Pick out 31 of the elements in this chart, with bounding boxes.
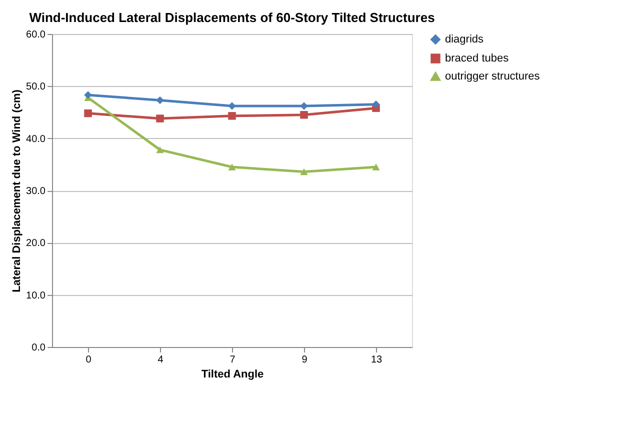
point xyxy=(372,100,380,108)
y-axis-title: Lateral Displacement due to Wind (cm) xyxy=(11,89,24,292)
y-tick-label: 30.0 xyxy=(26,186,46,197)
legend-label: braced tubes xyxy=(445,52,510,64)
x-tick-label: 9 xyxy=(302,354,308,366)
point xyxy=(84,91,92,99)
y-tick-label: 60.0 xyxy=(26,30,46,40)
y-tick-label: 10.0 xyxy=(26,290,46,302)
point xyxy=(156,146,164,154)
legend-label: diagrids xyxy=(445,34,484,46)
point xyxy=(228,164,236,170)
x-tick-label: 4 xyxy=(158,354,164,366)
point xyxy=(372,164,380,170)
point xyxy=(300,110,308,119)
x-axis-title: Tilted Angle xyxy=(201,368,264,380)
point xyxy=(300,168,308,176)
x-tick-label: 13 xyxy=(370,354,382,366)
point xyxy=(228,112,236,120)
point xyxy=(156,96,164,104)
point xyxy=(300,102,308,110)
y-tick-label: 20.0 xyxy=(26,238,46,250)
y-tick-label: 40.0 xyxy=(26,134,46,145)
legend-label: outrigger structures xyxy=(445,70,540,82)
x-tick-label: 7 xyxy=(230,354,236,366)
chart-title: Wind-Induced Lateral Displacements of 60-Story Tilted Structures xyxy=(29,10,435,25)
point xyxy=(228,102,236,110)
y-tick-label: 50.0 xyxy=(26,82,46,93)
point xyxy=(156,114,164,122)
point xyxy=(84,109,92,118)
y-tick-label: 0.0 xyxy=(32,342,46,354)
x-tick-label: 0 xyxy=(86,354,92,366)
